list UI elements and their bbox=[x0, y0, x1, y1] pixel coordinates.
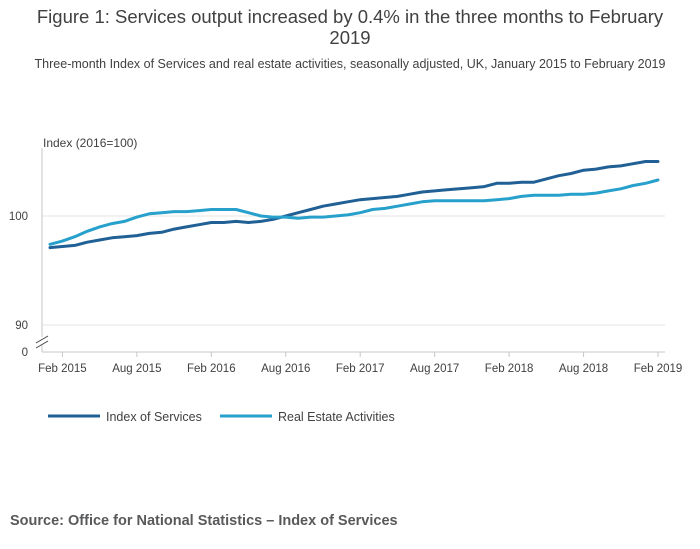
x-tick-label: Feb 2015 bbox=[38, 363, 87, 375]
legend-label-real-estate-activities: Real Estate Activities bbox=[278, 410, 395, 424]
source-note: Source: Office for National Statistics –… bbox=[10, 513, 398, 529]
axes bbox=[35, 148, 665, 353]
y-tick-label: 90 bbox=[15, 320, 28, 332]
y-axis-label: Index (2016=100) bbox=[43, 136, 137, 150]
y-tick-label: 100 bbox=[9, 211, 28, 223]
x-tick-label: Feb 2017 bbox=[336, 363, 385, 375]
axis-break-mark bbox=[35, 340, 49, 349]
x-tick-label: Feb 2018 bbox=[485, 363, 534, 375]
x-tick-label: Aug 2017 bbox=[410, 363, 459, 375]
series-lines bbox=[48, 160, 660, 250]
chart-subtitle: Three-month Index of Services and real e… bbox=[34, 57, 666, 71]
legend-label-index-of-services: Index of Services bbox=[106, 410, 202, 424]
grid-lines bbox=[42, 215, 665, 326]
y-ticks: 0 90 100 bbox=[9, 211, 28, 359]
x-tick-label: Aug 2015 bbox=[112, 363, 161, 375]
series-line-real-estate-activities bbox=[48, 178, 660, 246]
x-tick-label: Aug 2018 bbox=[559, 363, 608, 375]
x-tick-label: Feb 2016 bbox=[187, 363, 236, 375]
x-ticks: Feb 2015 Aug 2015 Feb 2016 Aug 2016 Feb 2017… bbox=[38, 352, 682, 375]
x-tick-label: Aug 2016 bbox=[261, 363, 310, 375]
y-tick-label: 0 bbox=[22, 347, 28, 359]
chart-title: Figure 1: Services output increased by 0… bbox=[36, 6, 664, 48]
axis-break-mark bbox=[35, 335, 49, 344]
series-line-index-of-services bbox=[48, 160, 660, 250]
x-tick-label: Feb 2019 bbox=[634, 363, 683, 375]
legend: Index of Services Real Estate Activities bbox=[48, 410, 395, 424]
